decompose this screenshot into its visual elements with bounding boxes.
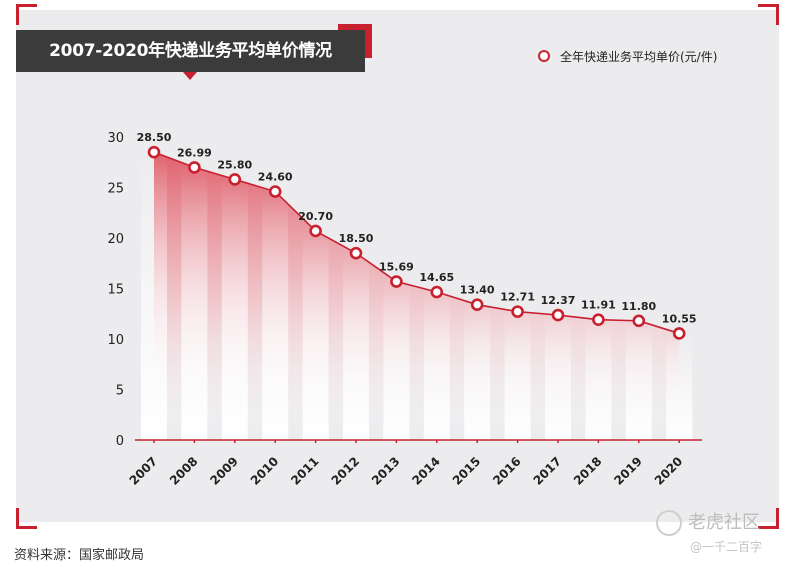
data-point-2018	[592, 313, 605, 327]
corner-bracket-bottom-left	[16, 508, 37, 529]
data-label-2020: 10.55	[662, 312, 697, 325]
x-tick-label-2009: 2009	[207, 454, 241, 488]
watermark-text: 老虎社区	[688, 512, 760, 533]
watermark-logo-icon	[656, 510, 682, 536]
column-2015	[464, 304, 491, 440]
x-tick-label-2007: 2007	[127, 454, 161, 488]
data-point-2010	[268, 185, 282, 198]
x-tick-label-2008: 2008	[167, 454, 201, 488]
column-2018	[585, 319, 612, 440]
watermark-subtext: @一千二百字	[690, 540, 763, 554]
y-tick-label: 15	[107, 283, 124, 298]
data-point-2016	[511, 305, 524, 318]
x-tick-label-2015: 2015	[450, 454, 484, 488]
legend-marker-icon	[538, 50, 550, 62]
x-tick-label-2018: 2018	[571, 454, 605, 488]
x-tick-label-2014: 2014	[409, 454, 443, 488]
data-label-2013: 15.69	[379, 261, 414, 274]
column-2008	[181, 167, 208, 440]
y-tick-label: 0	[116, 434, 124, 449]
data-point-2011	[309, 224, 322, 238]
data-label-2018: 11.91	[581, 299, 616, 312]
series-line	[153, 151, 680, 335]
data-label-2010: 24.60	[258, 171, 293, 184]
column-2010	[262, 191, 289, 440]
data-point-2015	[470, 298, 484, 311]
data-label-2007: 28.50	[137, 131, 172, 144]
x-tick-label-2017: 2017	[531, 454, 565, 488]
y-tick-label: 5	[116, 384, 124, 399]
column-2016	[504, 311, 531, 440]
data-label-2009: 25.80	[217, 158, 252, 171]
y-tick-label: 20	[107, 232, 124, 247]
y-tick-label: 30	[107, 131, 124, 146]
chart-title: 2007-2020年快递业务平均单价情况	[16, 30, 365, 72]
x-tick-label-2010: 2010	[248, 454, 282, 488]
x-tick-label-2013: 2013	[369, 454, 403, 488]
legend-label: 全年快递业务平均单价(元/件)	[560, 49, 718, 64]
title-pointer-icon	[183, 72, 197, 80]
data-point-2019	[632, 314, 646, 328]
source-note: 资料来源：国家邮政局	[14, 548, 145, 563]
column-2013	[383, 281, 410, 440]
data-point-2007	[147, 145, 161, 159]
data-point-2009	[228, 173, 242, 186]
data-point-2008	[188, 161, 201, 174]
corner-bracket-bottom-right	[758, 508, 779, 529]
column-2007	[141, 152, 167, 440]
data-point-2014	[430, 285, 444, 299]
data-label-2017: 12.37	[541, 294, 576, 307]
x-tick-label-2019: 2019	[611, 454, 645, 488]
y-tick-label: 25	[107, 182, 124, 197]
corner-bracket-top-right	[758, 4, 779, 25]
watermark: 老虎社区	[656, 508, 760, 536]
data-label-2012: 18.50	[339, 232, 374, 245]
data-point-2013	[390, 275, 403, 288]
y-tick-label: 10	[107, 333, 124, 348]
x-tick-label-2012: 2012	[329, 454, 363, 488]
data-label-2011: 20.70	[298, 210, 333, 223]
corner-bracket-top-left	[16, 4, 37, 25]
data-label-2015: 13.40	[460, 284, 495, 297]
x-tick-label-2020: 2020	[652, 454, 686, 488]
x-tick-label-2016: 2016	[490, 454, 524, 488]
data-label-2014: 14.65	[419, 271, 454, 284]
column-2020	[666, 333, 693, 440]
data-point-2012	[349, 246, 363, 260]
data-point-2017	[551, 308, 565, 322]
x-tick-label-2011: 2011	[288, 454, 322, 488]
column-2012	[343, 253, 369, 440]
data-label-2019: 11.80	[621, 300, 656, 313]
data-label-2016: 12.71	[500, 291, 535, 304]
chart-legend: 全年快递业务平均单价(元/件)	[538, 47, 717, 65]
column-2014	[423, 292, 450, 440]
column-2011	[302, 230, 329, 440]
data-label-2008: 26.99	[177, 146, 212, 159]
column-2009	[221, 179, 248, 441]
column-2019	[625, 320, 652, 440]
column-2017	[545, 315, 571, 440]
data-point-2020	[672, 327, 686, 340]
